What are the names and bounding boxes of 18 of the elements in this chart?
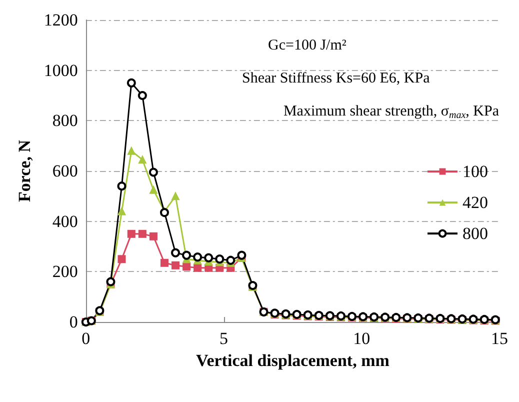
y-tick-label: 0 bbox=[69, 312, 78, 332]
annotation: Shear Stiffness Ks=60 E6, KPa bbox=[242, 70, 430, 86]
x-axis-title: Vertical displacement, mm bbox=[196, 351, 390, 370]
y-tick-label: 1000 bbox=[44, 60, 78, 80]
y-tick-label: 600 bbox=[52, 162, 78, 180]
annotation: Gc=100 J/m² bbox=[268, 38, 347, 54]
y-tick-label: 400 bbox=[52, 212, 78, 231]
y-tick-label: 200 bbox=[52, 262, 78, 282]
x-tick-label: 5 bbox=[220, 329, 228, 348]
y-axis-title: Force, N bbox=[15, 139, 34, 202]
y-tick-label: 800 bbox=[52, 111, 78, 130]
legend-label: 420 bbox=[462, 193, 488, 212]
legend-label: 100 bbox=[462, 162, 488, 181]
legend-label: 800 bbox=[462, 224, 488, 243]
x-tick-label: 10 bbox=[353, 329, 370, 348]
y-tick-label: 1200 bbox=[44, 10, 78, 30]
x-tick-label: 0 bbox=[82, 329, 90, 348]
x-tick-label: 15 bbox=[491, 329, 508, 348]
